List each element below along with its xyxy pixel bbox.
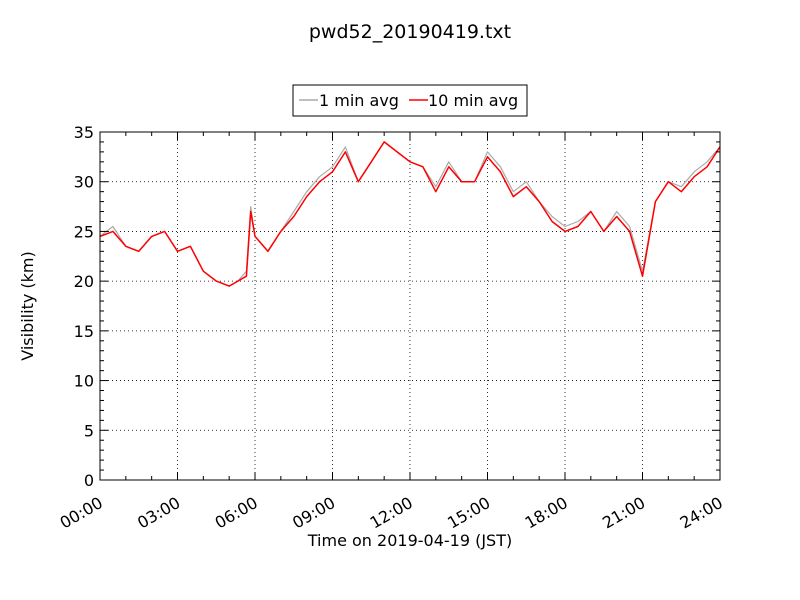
legend-label-1min: 1 min avg	[319, 91, 399, 110]
y-tick-label: 0	[84, 471, 94, 490]
legend-label-10min: 10 min avg	[428, 91, 518, 110]
y-tick-label: 25	[74, 222, 94, 241]
y-tick-label: 30	[74, 173, 94, 192]
y-tick-label: 5	[84, 421, 94, 440]
series-line-10min-avg	[99, 141, 721, 287]
y-tick-label: 20	[74, 272, 94, 291]
legend: 1 min avg 10 min avg	[292, 84, 528, 117]
y-tick-label: 15	[74, 322, 94, 341]
plot-frame	[99, 131, 721, 481]
x-axis-label: Time on 2019-04-19 (JST)	[307, 531, 512, 550]
y-tick-label: 10	[74, 372, 94, 391]
grid-lines	[100, 132, 720, 480]
series-layer	[99, 141, 721, 287]
y-tick-label: 35	[74, 123, 94, 142]
chart-title: pwd52_20190419.txt	[309, 21, 511, 43]
y-axis-label: Visibility (km)	[18, 251, 37, 360]
